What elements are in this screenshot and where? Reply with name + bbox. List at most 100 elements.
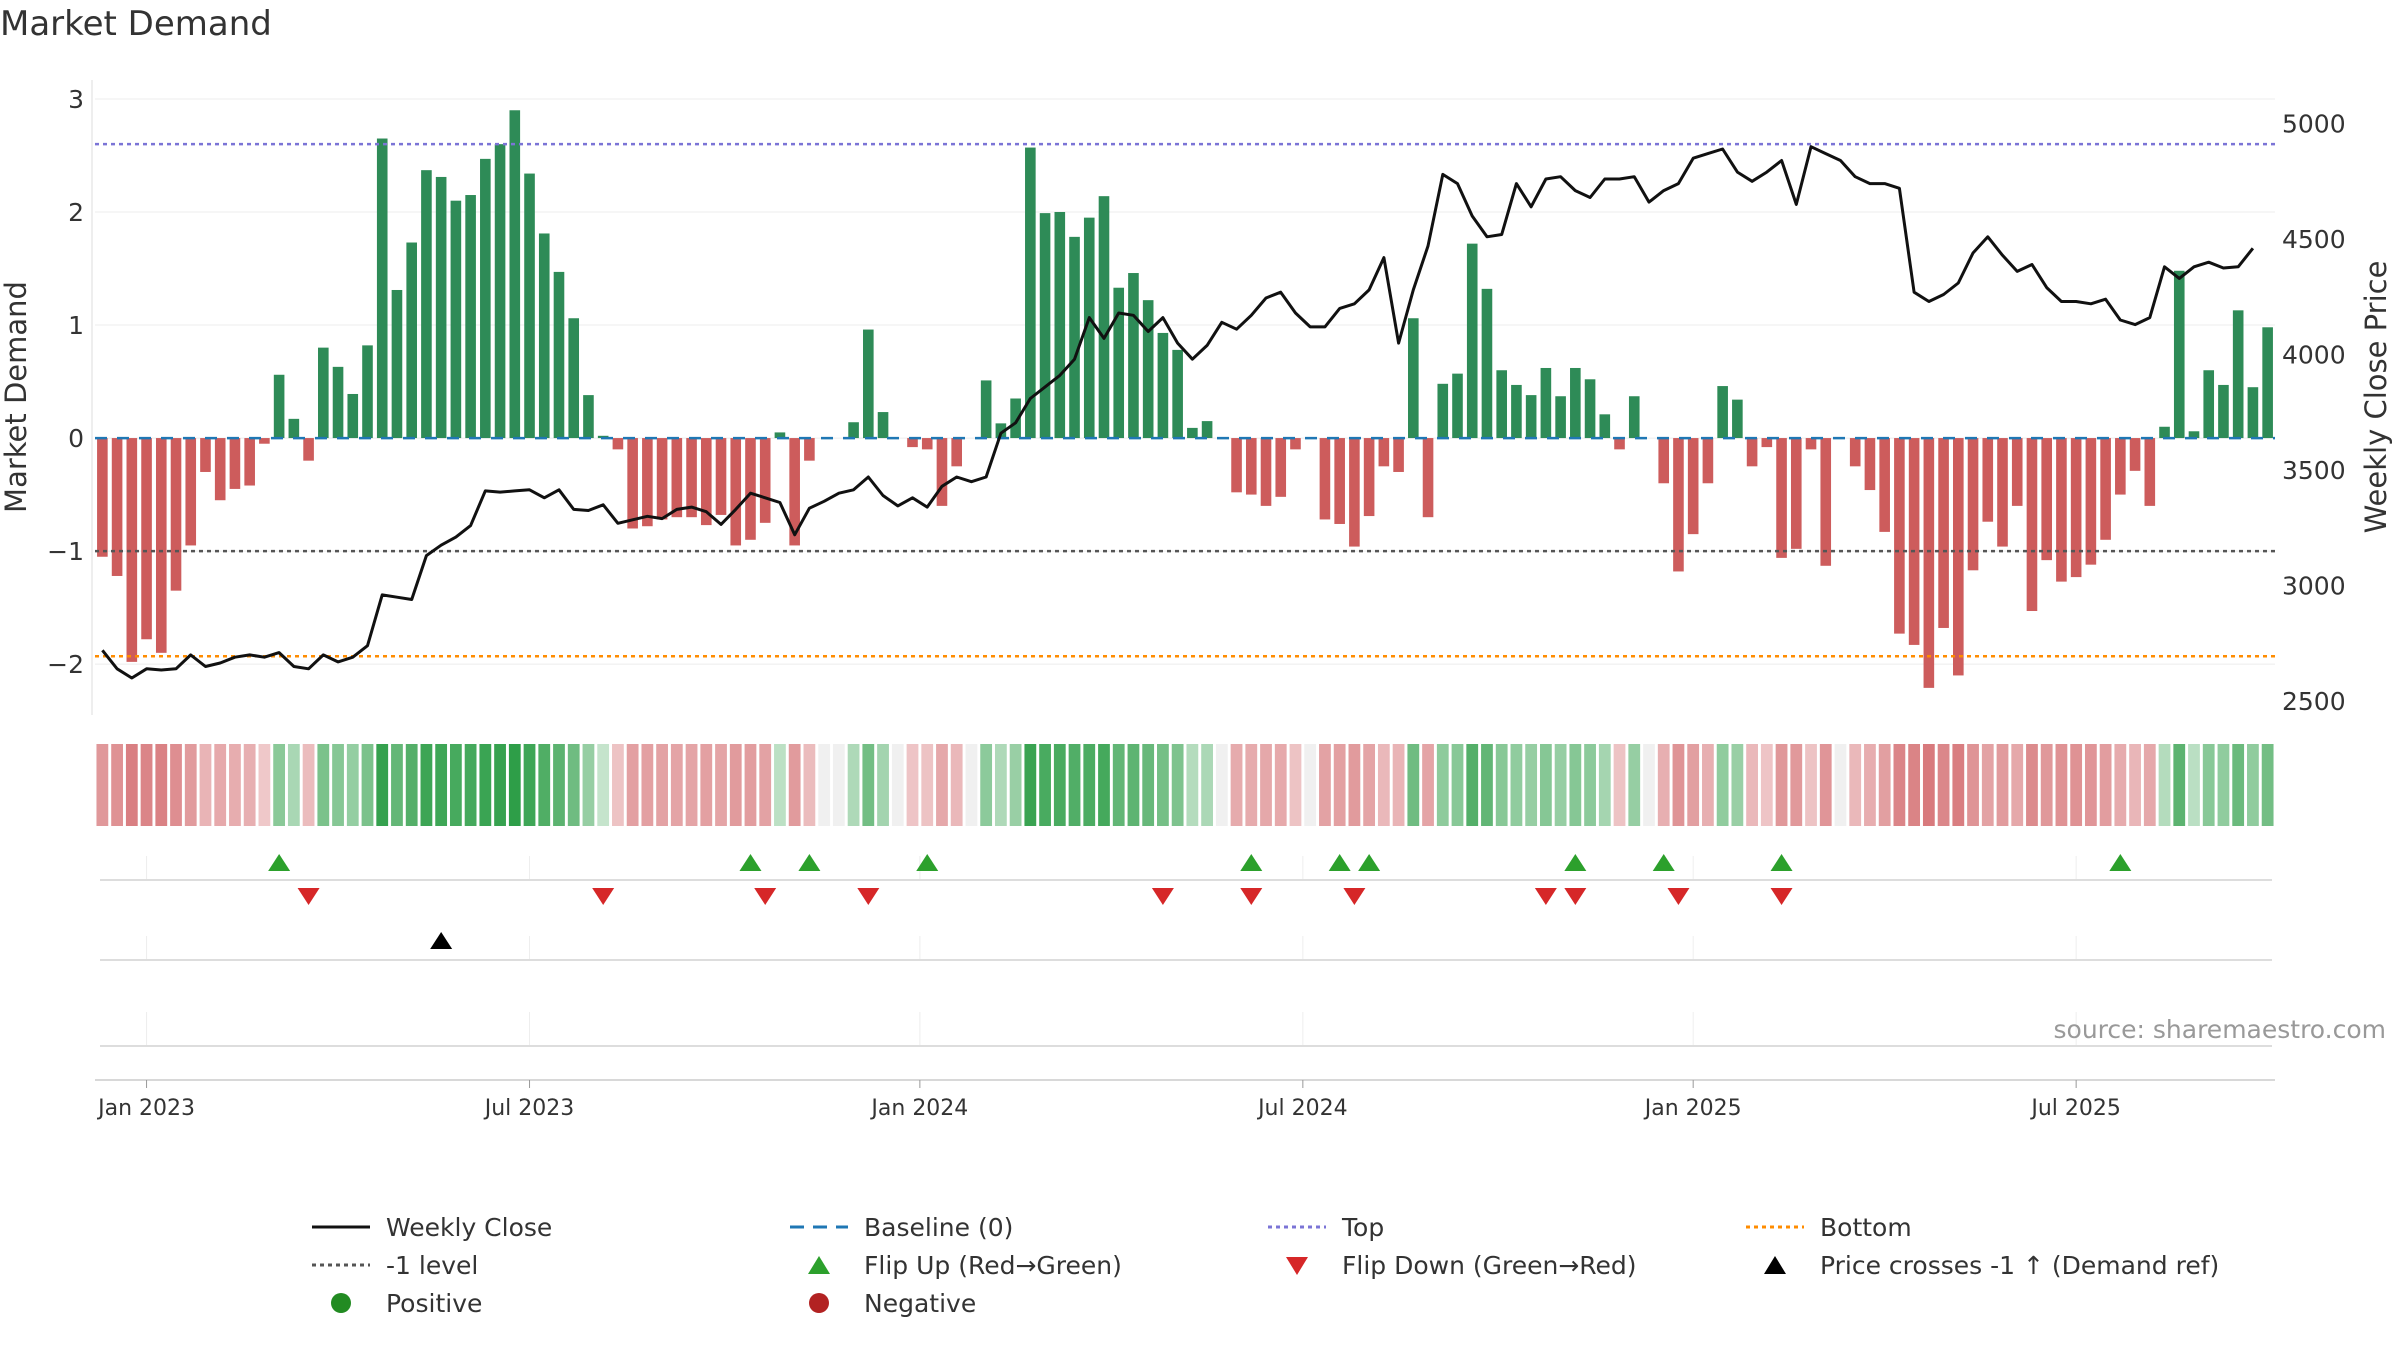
demand-bar-positive [1069, 236, 1080, 439]
demand-bar-positive [494, 144, 506, 439]
demand-bar-negative [2070, 438, 2082, 578]
heat-strip-cell [1584, 744, 1596, 826]
flip-up-marker [2109, 854, 2132, 871]
heat-strip-cell [729, 744, 742, 826]
demand-bar-negative [1879, 438, 1890, 532]
demand-bar-negative [2056, 438, 2067, 582]
demand-bar-negative [1894, 438, 1905, 634]
heat-strip-cell [1790, 744, 1803, 826]
demand-bar-positive [995, 423, 1007, 439]
heat-strip-cell [1215, 744, 1228, 826]
demand-bar-negative [244, 438, 255, 486]
flip-down-marker [1240, 888, 1263, 905]
demand-bar-positive [1511, 384, 1522, 439]
heat-strip-cell [2129, 744, 2141, 826]
legend-item-top: Top [1266, 1213, 1744, 1242]
demand-bar-positive [583, 395, 594, 439]
demand-bar-negative [126, 438, 138, 662]
y-tick-label: 3 [68, 85, 84, 114]
demand-bar-positive [774, 432, 786, 439]
y2-tick-label: 5000 [2282, 110, 2346, 139]
demand-bar-negative [656, 438, 668, 520]
heat-strip-cell [464, 744, 477, 826]
demand-bar-negative [1245, 438, 1257, 495]
heat-strip-cell [449, 744, 462, 826]
heat-strip-cell [2143, 744, 2156, 826]
heat-strip-cell [1746, 744, 1758, 826]
flip-down-marker [857, 888, 880, 905]
demand-bar-negative [789, 438, 800, 546]
demand-bar-negative [2085, 438, 2097, 565]
heat-strip-cell [1643, 744, 1655, 826]
legend-item-negative: Negative [788, 1289, 1266, 1318]
heat-strip-cell [1878, 744, 1891, 826]
heat-strip-cell [1525, 744, 1538, 826]
heat-strip-cell [1819, 744, 1832, 826]
heat-strip-cell [1112, 744, 1125, 826]
heat-strip-cell [538, 744, 551, 826]
demand-bar-positive [450, 200, 462, 439]
demand-bar-positive [318, 347, 329, 439]
demand-bar-positive [1452, 373, 1463, 439]
heat-strip-cell [1613, 744, 1626, 826]
heat-strip-cell [1672, 744, 1685, 826]
heat-strip-cell [582, 744, 595, 826]
heat-strip-cell [847, 744, 860, 826]
heat-strip-cell [1422, 744, 1434, 826]
demand-bar-negative [214, 438, 226, 501]
flip-down-marker [754, 888, 777, 905]
heat-strip-cell [1731, 744, 1744, 826]
demand-bar-positive [1599, 414, 1611, 439]
legend-item-positive: Positive [310, 1289, 788, 1318]
heat-strip-cell [2114, 744, 2127, 826]
demand-bar-negative [1363, 438, 1375, 517]
demand-bar-negative [759, 438, 771, 523]
heat-strip-cell [1142, 744, 1155, 826]
price-cross-marker [430, 932, 453, 949]
heat-strip-cell [685, 744, 698, 826]
heat-strip-cell [774, 744, 786, 826]
heat-strip-cell [626, 744, 639, 826]
demand-bar-positive [1732, 399, 1743, 439]
flip-up-marker [1564, 854, 1587, 871]
heat-strip-cell [1363, 744, 1376, 826]
demand-bar-negative [2041, 438, 2052, 561]
demand-bar-positive [1187, 427, 1198, 439]
heat-strip-cell [1348, 744, 1361, 826]
demand-bar-negative [730, 438, 742, 546]
heat-strip-cell [258, 744, 271, 826]
heat-strip-cell [1716, 744, 1729, 826]
demand-bar-negative [1275, 438, 1287, 497]
demand-bar-negative [951, 438, 962, 467]
heat-strip-cell [818, 744, 831, 826]
demand-bar-positive [1201, 421, 1213, 439]
heat-strip-cell [803, 744, 816, 826]
x-tick-label: Jul 2025 [2029, 1096, 2121, 1121]
heat-strip-cell [1319, 744, 1331, 826]
heat-strip-cell [1495, 744, 1508, 826]
legend-label: Negative [864, 1288, 977, 1318]
heat-strip-cell [376, 744, 389, 826]
flip-up-marker [1328, 854, 1351, 871]
demand-bar-positive [376, 138, 388, 439]
demand-bar-negative [1231, 438, 1242, 493]
heat-strip-cell [1702, 744, 1714, 826]
demand-bar-negative [936, 438, 948, 506]
heat-strip-cell [1510, 744, 1523, 826]
demand-bar-positive [2232, 310, 2244, 439]
heat-strip-cell [2188, 744, 2200, 826]
y-tick-label: 0 [68, 424, 84, 453]
heat-strip-cell [405, 744, 418, 826]
demand-bar-negative [1334, 438, 1345, 524]
demand-bar-negative [745, 438, 756, 540]
chart-title: Market Demand [0, 4, 272, 44]
x-tick-label: Jan 2025 [1643, 1096, 1742, 1121]
heat-strip-cell [214, 744, 227, 826]
legend-row: Positive Negative [310, 1284, 2270, 1322]
demand-bar-negative [2144, 438, 2156, 506]
demand-bar-positive [362, 345, 373, 439]
legend-label: Weekly Close [386, 1212, 553, 1242]
demand-bar-positive [568, 318, 580, 439]
demand-bar-negative [1349, 438, 1360, 547]
heat-strip-cell [391, 744, 403, 826]
